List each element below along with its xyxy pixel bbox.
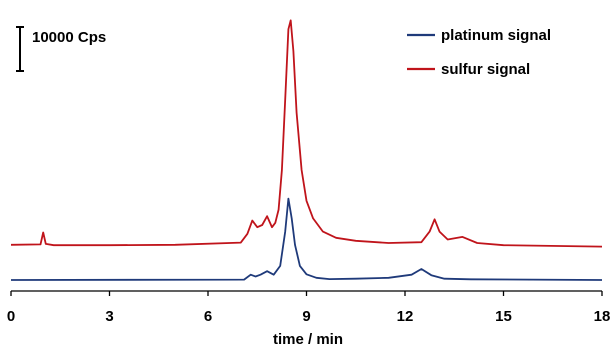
x-axis-title: time / min [273, 331, 343, 348]
legend-label-sulfur: sulfur signal [441, 61, 530, 78]
scale-bar-label: 10000 Cps [32, 29, 106, 46]
sulfur-signal-line [10, 19, 603, 248]
x-tick-label: 18 [594, 308, 611, 325]
x-ticks: 0 3 6 9 12 15 18 [7, 291, 611, 325]
x-tick-label: 12 [397, 308, 414, 325]
x-tick-label: 9 [302, 308, 310, 325]
x-tick-label: 6 [204, 308, 212, 325]
platinum-signal-line [10, 197, 603, 281]
x-tick-label: 3 [105, 308, 113, 325]
x-tick-label: 15 [495, 308, 512, 325]
x-tick-label: 0 [7, 308, 15, 325]
legend-label-platinum: platinum signal [441, 27, 551, 44]
series-layer [10, 19, 603, 281]
legend: platinum signal sulfur signal [407, 27, 551, 78]
scale-bar: 10000 Cps [16, 26, 106, 72]
